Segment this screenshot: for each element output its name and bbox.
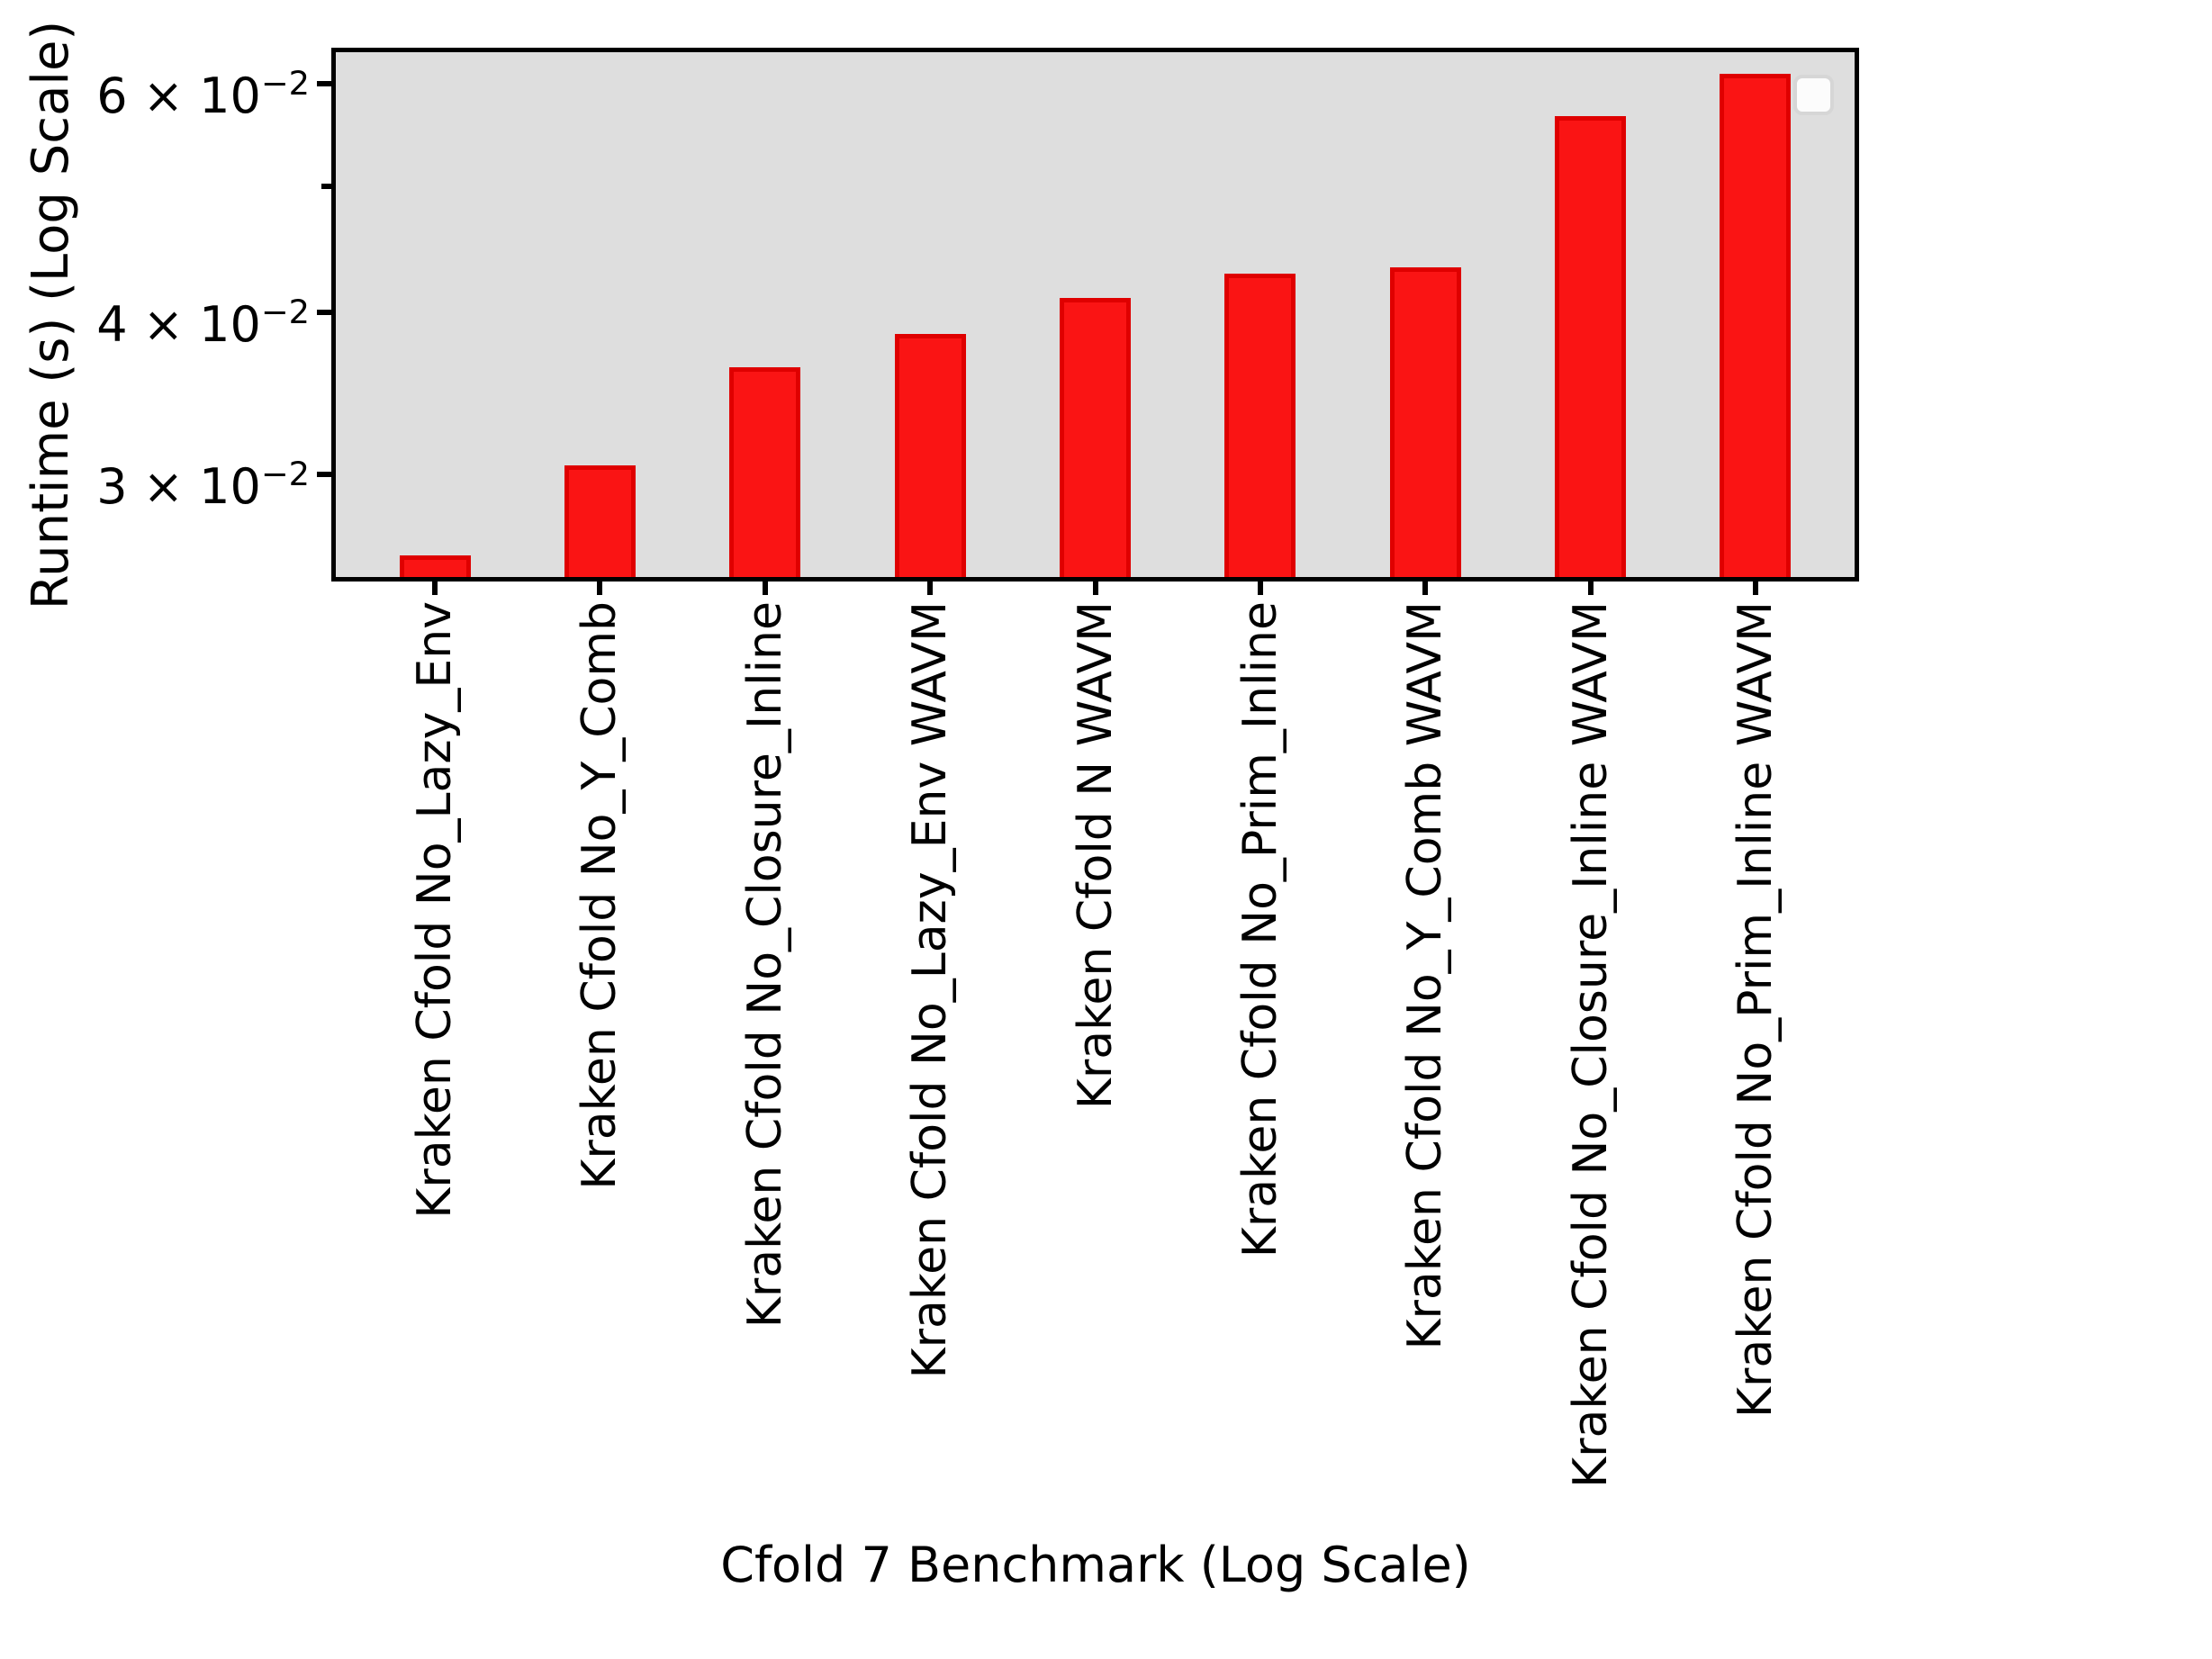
x-tick-label: Kraken Cfold No_Lazy_Env — [408, 601, 463, 1219]
plot-area — [331, 48, 1859, 582]
x-tick-label: Kraken Cfold No_Y_Comb — [573, 601, 627, 1190]
x-tick-mark — [762, 582, 768, 595]
x-tick-mark — [432, 582, 438, 595]
x-tick-mark — [1257, 582, 1263, 595]
x-tick-label: Kraken Cfold N WAVM — [1068, 601, 1123, 1110]
x-tick-label: Kraken Cfold No_Prim_Inline — [1232, 601, 1287, 1258]
y-tick-mark — [317, 309, 331, 315]
bar — [1389, 267, 1461, 577]
bar — [399, 555, 471, 577]
bar — [894, 333, 966, 577]
x-tick-mark — [1587, 582, 1594, 595]
bar — [564, 464, 636, 577]
y-tick-mark — [317, 80, 331, 86]
x-axis-title: Cfold 7 Benchmark (Log Scale) — [720, 1537, 1471, 1593]
x-tick-mark — [927, 582, 934, 595]
y-tick-label: 6 × 10−2 — [96, 63, 310, 124]
x-tick-mark — [1422, 582, 1429, 595]
y-tick-label: 3 × 10−2 — [96, 455, 310, 516]
x-tick-label: Kraken Cfold No_Closure_Inline — [737, 601, 792, 1329]
y-tick-mark — [317, 472, 331, 478]
x-tick-mark — [597, 582, 603, 595]
bar — [1060, 298, 1131, 577]
bar — [729, 366, 801, 577]
bar — [1720, 74, 1792, 577]
legend — [1793, 75, 1834, 115]
x-tick-label: Kraken Cfold No_Closure_Inline WAVM — [1563, 601, 1618, 1488]
x-tick-label: Kraken Cfold No_Y_Comb WAVM — [1398, 601, 1453, 1350]
x-tick-mark — [1092, 582, 1098, 595]
bar — [1555, 116, 1627, 577]
y-tick-label: 4 × 10−2 — [96, 292, 310, 353]
x-tick-label: Kraken Cfold No_Prim_Inline WAVM — [1728, 601, 1783, 1419]
bar — [1224, 274, 1296, 577]
y-minor-tick-mark — [321, 183, 331, 189]
x-tick-mark — [1752, 582, 1758, 595]
x-tick-label: Kraken Cfold No_Lazy_Env WAVM — [903, 601, 958, 1379]
